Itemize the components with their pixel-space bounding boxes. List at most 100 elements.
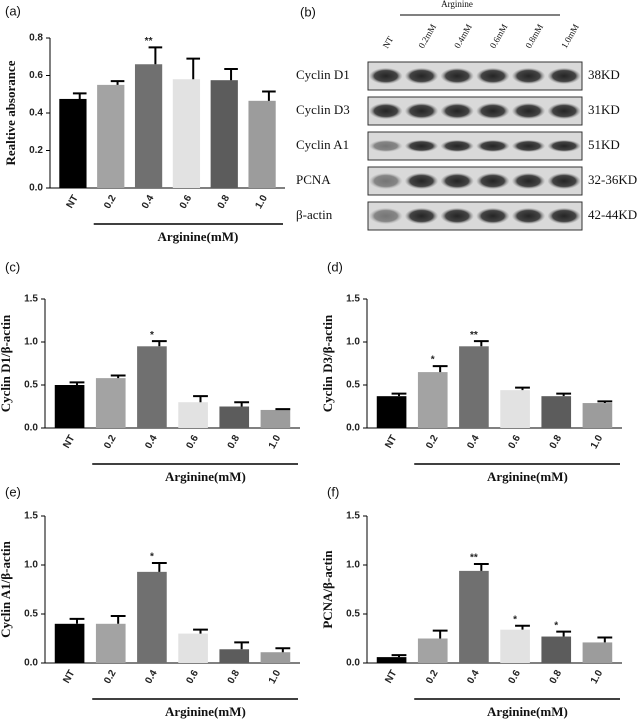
error-bar: [597, 400, 613, 404]
bar: [178, 633, 208, 663]
lane-label: 0.8mM: [523, 22, 545, 50]
bar: [210, 80, 238, 188]
y-tick-label: 0.5: [346, 380, 360, 391]
protein-label: Cyclin D1: [296, 67, 350, 82]
x-tick-label: 1.0: [253, 193, 270, 211]
error-bar: [110, 80, 125, 85]
blot-band: [512, 173, 545, 189]
x-tick-label: 1.0: [589, 433, 606, 451]
blot-band: [369, 208, 403, 224]
significance-mark: *: [150, 552, 154, 563]
y-axis-label: Realtive absorance: [3, 60, 18, 165]
error-bar: [110, 374, 126, 379]
blot-band: [369, 140, 403, 152]
protein-label: Cyclin A1: [296, 137, 349, 152]
blot-band: [547, 173, 581, 189]
x-tick-label: 0.4: [143, 668, 160, 686]
x-tick-label: NT: [61, 433, 77, 450]
lane-label: NT: [381, 34, 396, 50]
size-label: 42-44KD: [588, 207, 637, 222]
blot-strip: [367, 131, 583, 161]
x-tick-label: 0.6: [184, 433, 201, 451]
error-bar: [234, 641, 250, 650]
bar: [178, 402, 208, 428]
bar: [260, 409, 291, 428]
panel-label: (f): [327, 484, 339, 499]
y-tick-label: 0.0: [24, 423, 38, 434]
panel-label: (e): [5, 484, 21, 499]
x-tick-label: 0.6: [506, 433, 523, 451]
bar: [500, 390, 530, 428]
x-axis-label: Arginine(mM): [487, 704, 568, 719]
lane-label: 1.0mM: [559, 22, 581, 50]
error-bar: [391, 654, 407, 658]
significance-mark: **: [145, 36, 153, 47]
error-bar: [224, 67, 238, 81]
size-label: 32-36KD: [588, 172, 637, 187]
error-bar: [110, 614, 126, 624]
blot-band: [512, 103, 545, 119]
x-tick-label: 0.6: [506, 668, 523, 686]
blot-header: Arginine: [441, 0, 473, 9]
y-tick-label: 0.0: [24, 658, 38, 669]
x-tick-label: 1.0: [589, 668, 606, 686]
blot-band: [476, 208, 510, 224]
bar: [500, 629, 530, 663]
error-bar: [432, 365, 448, 373]
blot-band: [547, 103, 581, 119]
x-axis-label: Arginine(mM): [487, 469, 568, 484]
error-bar: [69, 381, 85, 385]
bar: [376, 396, 407, 428]
x-tick-label: 0.4: [465, 668, 482, 686]
y-tick-label: 1.0: [24, 560, 38, 571]
error-bar: [275, 408, 291, 411]
x-tick-label: NT: [383, 668, 399, 685]
blot-band: [440, 103, 474, 119]
x-tick-label: 0.2: [424, 433, 441, 451]
x-tick-label: 0.4: [143, 433, 160, 451]
bar: [459, 570, 489, 663]
x-tick-label: 1.0: [267, 433, 284, 451]
y-axis-label: Cyclin A1/β-actin: [0, 540, 13, 638]
y-tick-label: 1.5: [24, 294, 38, 305]
significance-mark: *: [554, 620, 558, 631]
y-tick-label: 0.0: [346, 423, 360, 434]
x-axis-label: Arginine(mM): [165, 469, 246, 484]
y-axis-label: PCNA/β-actin: [320, 550, 335, 629]
error-bar: [193, 628, 208, 634]
blot-band: [369, 103, 403, 119]
x-tick-label: 0.2: [102, 433, 119, 451]
x-tick-label: 0.2: [102, 668, 119, 686]
protein-label: PCNA: [296, 172, 331, 187]
significance-mark: **: [470, 553, 478, 564]
error-bar: [151, 340, 167, 347]
x-tick-label: NT: [65, 193, 81, 210]
y-tick-label: 0.6: [29, 70, 43, 81]
bar: [219, 406, 250, 428]
x-tick-label: 0.6: [184, 668, 201, 686]
bar: [172, 79, 201, 188]
blot-band: [405, 140, 438, 152]
bar: [59, 98, 87, 188]
bar: [137, 571, 167, 663]
blot-band: [512, 68, 545, 84]
size-label: 51KD: [588, 137, 620, 152]
bar: [54, 623, 85, 663]
x-tick-label: 1.0: [267, 668, 284, 686]
blot-band: [512, 208, 545, 224]
x-tick-label: 0.8: [226, 668, 243, 686]
blot-band: [476, 68, 510, 84]
blot-band: [405, 103, 438, 119]
bar: [95, 378, 126, 428]
panel-label: (b): [300, 4, 316, 19]
y-tick-label: 0.0: [29, 183, 43, 194]
error-bar: [432, 629, 448, 639]
error-bar: [515, 386, 530, 391]
blot-band: [547, 208, 581, 224]
error-bar: [151, 562, 167, 572]
bar: [541, 636, 572, 663]
y-tick-label: 0.0: [346, 658, 360, 669]
x-tick-label: NT: [383, 433, 399, 450]
error-bar: [473, 340, 489, 347]
error-bar: [556, 392, 572, 397]
